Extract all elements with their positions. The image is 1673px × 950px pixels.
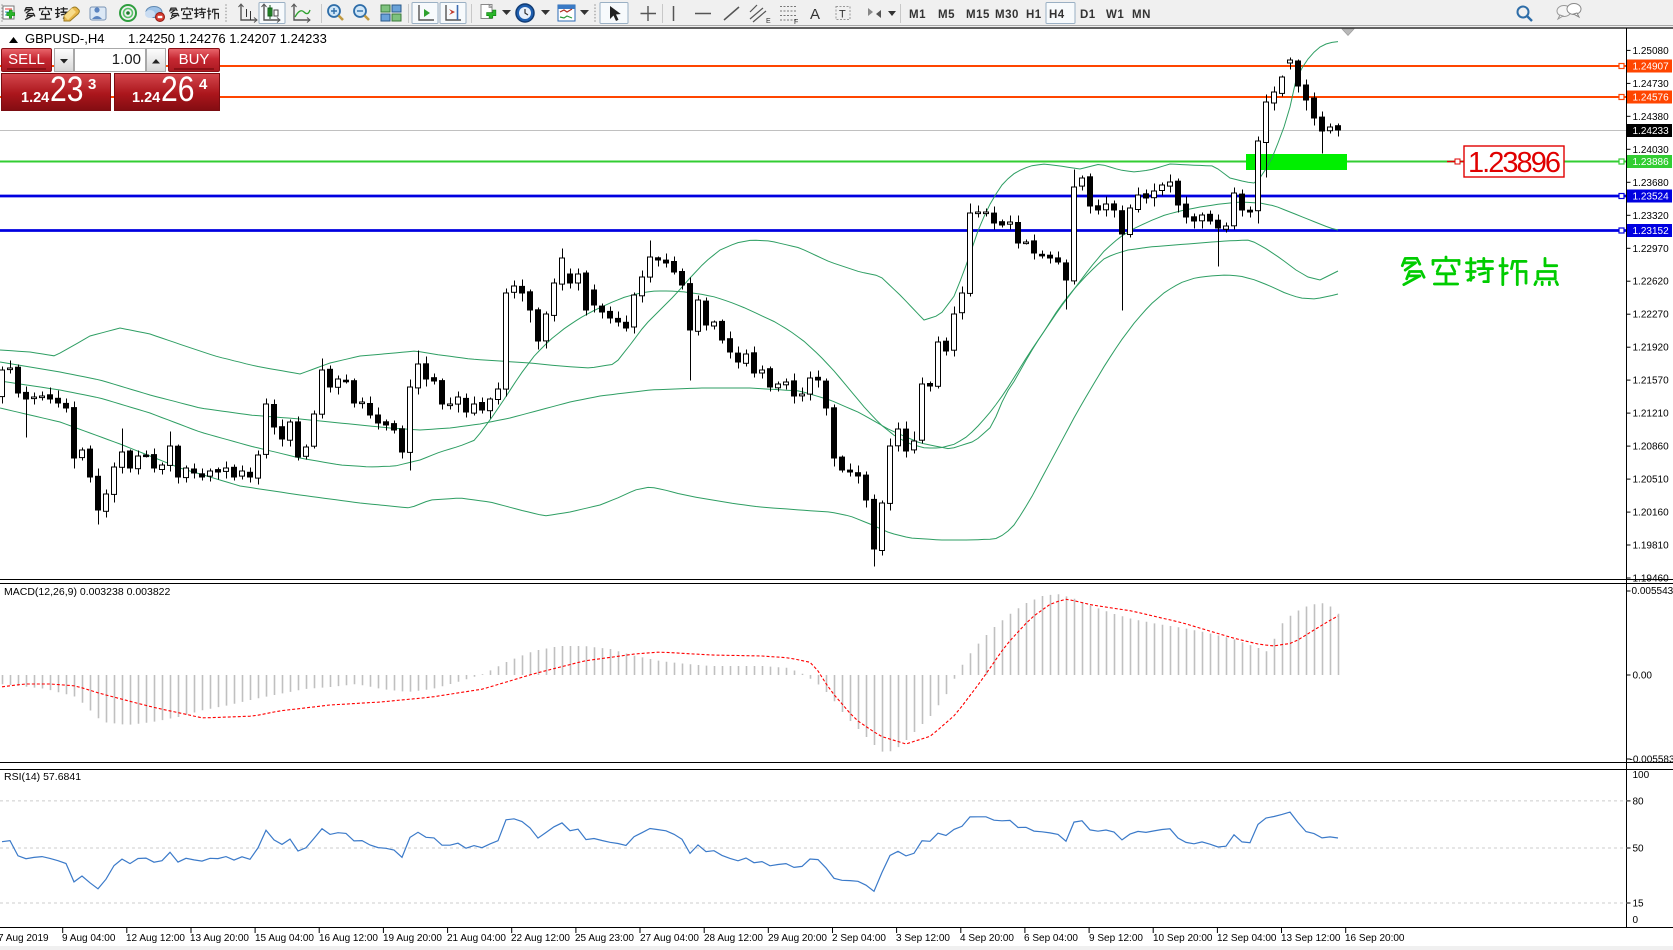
svg-text:1.19810: 1.19810 bbox=[1633, 541, 1670, 552]
svg-text:T: T bbox=[839, 9, 846, 21]
svg-text:GBPUSD-,H4: GBPUSD-,H4 bbox=[25, 31, 104, 46]
svg-text:D1: D1 bbox=[1080, 9, 1096, 21]
svg-text:1.20860: 1.20860 bbox=[1633, 442, 1670, 453]
svg-text:0.005543: 0.005543 bbox=[1632, 586, 1673, 597]
svg-text:H1: H1 bbox=[1026, 9, 1042, 21]
svg-text:1.20160: 1.20160 bbox=[1633, 508, 1670, 519]
svg-text:1.23680: 1.23680 bbox=[1633, 178, 1670, 189]
svg-text:3 Sep 12:00: 3 Sep 12:00 bbox=[896, 933, 950, 944]
svg-text:1.24380: 1.24380 bbox=[1633, 112, 1670, 123]
svg-text:0.00: 0.00 bbox=[1633, 671, 1653, 682]
svg-text:E: E bbox=[766, 18, 771, 25]
svg-text:MN: MN bbox=[1132, 9, 1151, 21]
svg-text:1.24730: 1.24730 bbox=[1633, 79, 1670, 90]
svg-text:M15: M15 bbox=[966, 9, 990, 21]
svg-text:F: F bbox=[794, 19, 798, 26]
svg-text:M1: M1 bbox=[909, 9, 926, 21]
svg-text:6 Sep 04:00: 6 Sep 04:00 bbox=[1024, 933, 1078, 944]
svg-text:H4: H4 bbox=[1049, 9, 1065, 21]
svg-text:1.24907: 1.24907 bbox=[1633, 62, 1670, 73]
svg-text:2 Sep 04:00: 2 Sep 04:00 bbox=[832, 933, 886, 944]
svg-text:9 Aug 04:00: 9 Aug 04:00 bbox=[62, 933, 116, 944]
svg-text:19 Aug 20:00: 19 Aug 20:00 bbox=[383, 933, 442, 944]
svg-text:1.24250 1.24276 1.24207 1.2423: 1.24250 1.24276 1.24207 1.24233 bbox=[128, 31, 327, 46]
svg-text:25 Aug 23:00: 25 Aug 23:00 bbox=[575, 933, 634, 944]
svg-text:28 Aug 12:00: 28 Aug 12:00 bbox=[704, 933, 763, 944]
svg-text:22 Aug 12:00: 22 Aug 12:00 bbox=[511, 933, 570, 944]
svg-text:1.22970: 1.22970 bbox=[1633, 244, 1670, 255]
svg-text:29 Aug 20:00: 29 Aug 20:00 bbox=[768, 933, 827, 944]
svg-text:1.21210: 1.21210 bbox=[1633, 409, 1670, 420]
svg-text:1.23886: 1.23886 bbox=[1633, 157, 1670, 168]
svg-text:12 Aug 12:00: 12 Aug 12:00 bbox=[126, 933, 185, 944]
svg-text:80: 80 bbox=[1633, 796, 1645, 807]
svg-text:1.21570: 1.21570 bbox=[1633, 376, 1670, 387]
svg-text:1.25080: 1.25080 bbox=[1633, 46, 1670, 57]
svg-text:1.23320: 1.23320 bbox=[1633, 211, 1670, 222]
svg-text:27 Aug 04:00: 27 Aug 04:00 bbox=[640, 933, 699, 944]
svg-text:13 Aug 20:00: 13 Aug 20:00 bbox=[190, 933, 249, 944]
svg-text:15 Aug 04:00: 15 Aug 04:00 bbox=[255, 933, 314, 944]
svg-text:A: A bbox=[810, 6, 820, 23]
svg-text:W1: W1 bbox=[1106, 9, 1124, 21]
svg-text:1.23524: 1.23524 bbox=[1633, 192, 1670, 203]
svg-text:50: 50 bbox=[1633, 844, 1645, 855]
svg-text:9 Sep 12:00: 9 Sep 12:00 bbox=[1089, 933, 1143, 944]
svg-text:M30: M30 bbox=[995, 9, 1019, 21]
svg-text:7 Aug 2019: 7 Aug 2019 bbox=[0, 933, 49, 944]
svg-text:1.23152: 1.23152 bbox=[1633, 226, 1670, 237]
svg-text:100: 100 bbox=[1633, 770, 1650, 781]
svg-text:12 Sep 04:00: 12 Sep 04:00 bbox=[1217, 933, 1277, 944]
svg-text:MACD(12,26,9) 0.003238 0.00382: MACD(12,26,9) 0.003238 0.003822 bbox=[4, 586, 171, 598]
svg-text:0: 0 bbox=[1633, 915, 1639, 926]
svg-text:M5: M5 bbox=[938, 9, 955, 21]
svg-text:10 Sep 20:00: 10 Sep 20:00 bbox=[1153, 933, 1213, 944]
svg-text:1.24576: 1.24576 bbox=[1633, 93, 1670, 104]
svg-text:21 Aug 04:00: 21 Aug 04:00 bbox=[447, 933, 506, 944]
svg-text:15: 15 bbox=[1633, 899, 1645, 910]
svg-text:1.23896: 1.23896 bbox=[1468, 147, 1561, 179]
svg-text:1.22270: 1.22270 bbox=[1633, 310, 1670, 321]
svg-text:1.22620: 1.22620 bbox=[1633, 277, 1670, 288]
svg-text:1.20510: 1.20510 bbox=[1633, 475, 1670, 486]
svg-text:13 Sep 12:00: 13 Sep 12:00 bbox=[1281, 933, 1341, 944]
svg-text:16 Aug 12:00: 16 Aug 12:00 bbox=[319, 933, 378, 944]
svg-text:1.21920: 1.21920 bbox=[1633, 343, 1670, 354]
svg-text:1.24030: 1.24030 bbox=[1633, 145, 1670, 156]
svg-text:4 Sep 20:00: 4 Sep 20:00 bbox=[960, 933, 1014, 944]
svg-text:16 Sep 20:00: 16 Sep 20:00 bbox=[1345, 933, 1405, 944]
svg-text:1.24233: 1.24233 bbox=[1633, 126, 1670, 137]
svg-text:RSI(14) 57.6841: RSI(14) 57.6841 bbox=[4, 771, 81, 783]
svg-text:-0.005583: -0.005583 bbox=[1630, 755, 1673, 766]
